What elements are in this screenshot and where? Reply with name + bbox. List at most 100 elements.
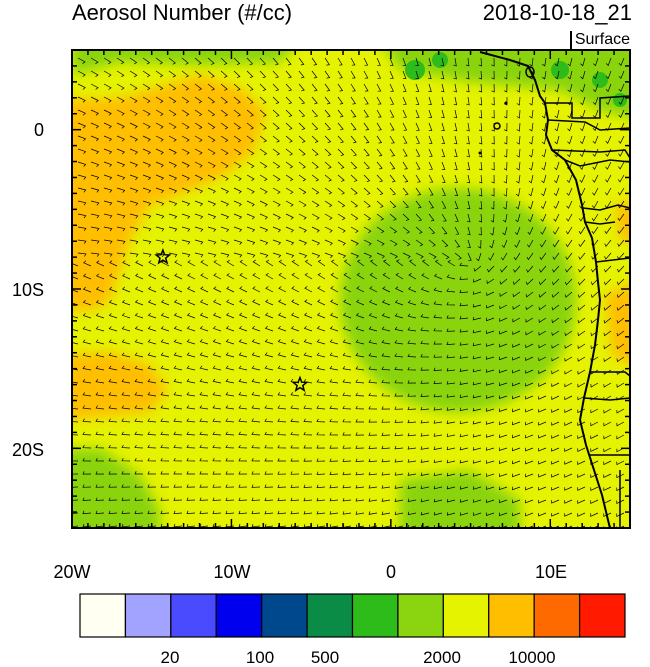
wind-barb: [160, 471, 169, 475]
wind-barb: [605, 135, 612, 144]
wind-barb: [441, 96, 445, 106]
wind-barb: [394, 393, 404, 397]
wind-barb: [291, 272, 300, 280]
wind-barb: [147, 471, 156, 475]
wind-barb: [525, 460, 534, 465]
wind-barb: [173, 299, 183, 306]
wind-barb: [541, 135, 547, 145]
wind-barb: [181, 109, 190, 117]
wind-barb: [278, 259, 287, 267]
wind-barb: [590, 408, 599, 414]
wind-barb: [498, 395, 508, 400]
wind-barb: [259, 226, 269, 233]
wind-barb: [564, 408, 573, 414]
wind-barb: [566, 200, 573, 209]
wind-barb: [122, 260, 131, 267]
wind-barb: [147, 431, 157, 436]
wind-barb: [277, 352, 287, 358]
wind-barb: [355, 484, 365, 489]
wind-barb: [528, 161, 534, 171]
wind-barb: [121, 431, 131, 436]
wind-barb: [459, 394, 469, 399]
wind-barb: [402, 57, 407, 66]
wind-barb: [554, 109, 560, 119]
wind-barb: [135, 260, 144, 267]
wind-barb: [277, 365, 287, 371]
wind-barb: [316, 511, 326, 515]
wind-barb: [272, 70, 280, 79]
wind-barb: [317, 272, 326, 280]
wind-barb: [181, 200, 191, 207]
wind-barb: [363, 239, 372, 246]
wind-barb: [337, 109, 344, 118]
wind-barb: [277, 392, 287, 397]
wind-barb: [350, 135, 357, 144]
wind-barb: [420, 327, 430, 332]
wind-barb: [147, 339, 157, 345]
wind-barb: [454, 213, 459, 222]
wind-barb: [515, 200, 521, 210]
wind-barb: [174, 260, 183, 267]
wind-barb: [538, 291, 547, 298]
wind-barb: [324, 122, 332, 131]
wind-barb: [116, 239, 126, 245]
wind-barb: [512, 499, 521, 504]
wind-barb: [285, 83, 293, 92]
wind-barb: [303, 365, 313, 371]
aerosol-field: [72, 50, 630, 528]
wind-barb: [454, 200, 459, 209]
wind-barb: [363, 200, 371, 208]
wind-barb: [407, 511, 417, 516]
wind-barb: [593, 57, 599, 67]
wind-barb: [285, 70, 292, 79]
wind-barb: [77, 174, 87, 180]
wind-barb: [77, 252, 87, 257]
wind-barb: [350, 109, 357, 118]
wind-barb: [324, 148, 332, 156]
wind-barb: [616, 486, 625, 492]
wind-barb: [337, 148, 345, 157]
wind-barb: [466, 96, 470, 106]
wind-barb: [324, 96, 331, 105]
wind-barb: [490, 226, 495, 236]
map-level-label: Surface: [569, 31, 630, 49]
wind-barb: [194, 148, 203, 155]
wind-barb: [402, 96, 407, 105]
wind-barb: [554, 122, 560, 132]
wind-barb: [368, 511, 378, 515]
wind-barb: [337, 174, 345, 182]
wind-barb: [407, 446, 417, 450]
wind-barb: [363, 135, 370, 144]
wind-barb: [503, 187, 508, 197]
wind-barb: [186, 325, 196, 332]
wind-barb: [499, 317, 508, 322]
wind-barb: [134, 457, 144, 462]
wind-barb: [407, 300, 417, 306]
wind-barb: [329, 418, 339, 423]
wind-barb: [381, 406, 391, 410]
wind-barb: [129, 200, 139, 206]
wind-barb: [142, 226, 152, 232]
wind-barb: [355, 326, 365, 332]
wind-barb: [212, 457, 222, 462]
wind-barb: [316, 339, 326, 345]
wind-barb: [529, 135, 534, 145]
wind-barb: [233, 122, 242, 130]
wind-barb: [72, 408, 79, 410]
wind-barb: [433, 287, 443, 293]
wind-barb: [77, 57, 86, 64]
wind-barb: [173, 471, 182, 475]
wind-barb: [186, 484, 196, 488]
wind-barb: [220, 200, 230, 207]
wind-barb: [355, 405, 365, 410]
wind-barb: [259, 135, 268, 143]
wind-barb: [108, 405, 118, 410]
wind-barb: [233, 239, 243, 245]
wind-barb: [590, 304, 599, 311]
wind-barb: [142, 57, 151, 65]
aerosol-high-region-sw: [72, 352, 168, 420]
wind-barb: [446, 381, 456, 385]
wind-barb: [90, 174, 100, 180]
wind-barb: [200, 273, 209, 280]
station-markers: [154, 247, 309, 393]
